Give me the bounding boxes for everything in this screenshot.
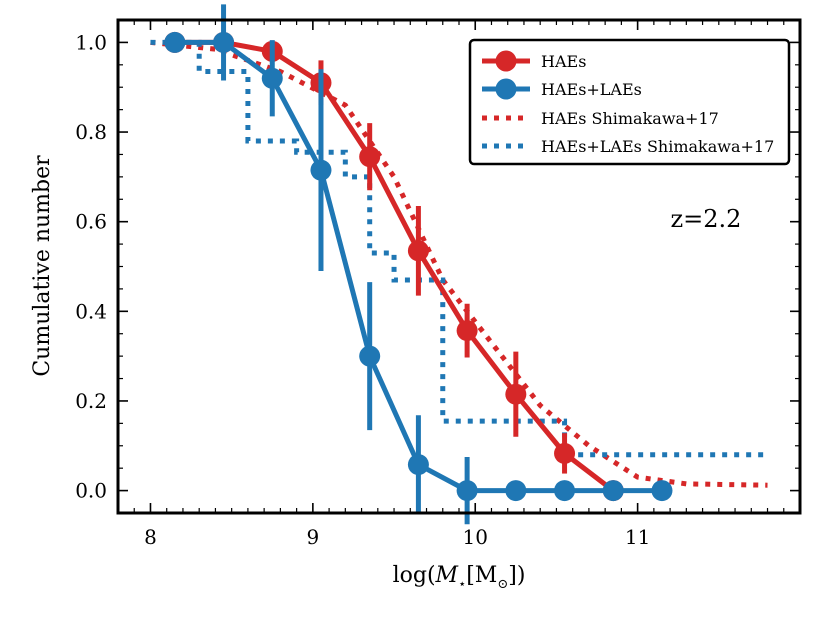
plot-frame — [116, 18, 802, 515]
legend-label-haes-laes-shimakawa-17: HAEs+LAEs Shimakawa+17 — [541, 137, 774, 156]
x-tick-label: 8 — [144, 525, 157, 549]
x-tick-label: 11 — [625, 525, 650, 549]
redshift-annotation: z=2.2 — [671, 205, 742, 233]
data-point-haes-laes — [505, 480, 527, 502]
data-point-haes-laes — [602, 480, 624, 502]
data-point-haes — [407, 240, 429, 262]
tick-labels: 8 9 10 11 0.0 0.2 0.4 0.6 0.8 1.0 — [75, 30, 650, 549]
data-point-haes-laes — [651, 480, 673, 502]
y-tick-label: 1.0 — [75, 30, 107, 54]
x-tick-label: 9 — [306, 525, 319, 549]
data-point-haes — [505, 383, 527, 405]
data-point-haes-laes — [213, 31, 235, 53]
data-point-haes-laes — [359, 345, 381, 367]
data-point-haes-laes — [164, 31, 186, 53]
y-axis-title: Cumulative number — [30, 155, 55, 377]
x-tick-label: 10 — [463, 525, 488, 549]
data-point-haes — [456, 320, 478, 342]
legend-box — [468, 38, 791, 166]
data-point-haes-laes — [554, 480, 576, 502]
legend-label-haes: HAEs — [541, 52, 586, 71]
series-layer — [150, 4, 768, 525]
legend-marker-haes-laes — [495, 78, 517, 100]
data-point-haes-laes — [310, 159, 332, 181]
data-point-haes-laes — [261, 67, 283, 89]
y-tick-label: 0.2 — [75, 389, 107, 413]
y-tick-label: 0.8 — [75, 120, 107, 144]
y-tick-label: 0.4 — [75, 299, 107, 323]
series-line-haes — [174, 39, 615, 493]
data-point-haes-laes — [407, 454, 429, 476]
legend-label-haes-shimakawa-17: HAEs Shimakawa+17 — [541, 109, 719, 128]
y-tick-label: 0.6 — [75, 210, 107, 234]
legend-entries: HAEs HAEs+LAEs HAEs Shimakawa+17 HAEs+LAEs … — [482, 50, 774, 156]
data-point-haes-laes — [456, 480, 478, 502]
legend: HAEs HAEs+LAEs HAEs Shimakawa+17 HAEs+LAEs … — [468, 38, 791, 166]
legend-marker-haes — [495, 50, 517, 72]
data-point-haes — [554, 442, 576, 464]
legend-label-haes-laes: HAEs+LAEs — [541, 80, 642, 99]
data-point-haes — [359, 146, 381, 168]
y-tick-label: 0.0 — [75, 479, 107, 503]
